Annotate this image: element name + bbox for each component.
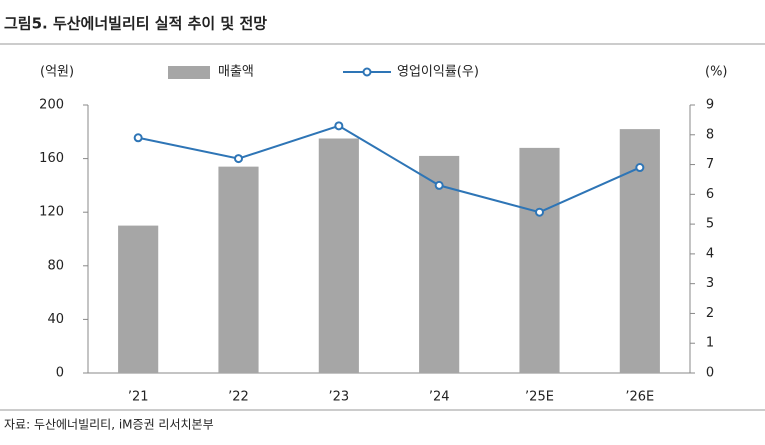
line-marker xyxy=(133,133,143,143)
y2-tick-label: 3 xyxy=(706,276,714,291)
y2-tick-label: 9 xyxy=(706,98,714,113)
y2-tick-label: 4 xyxy=(706,246,714,261)
x-tick-label: ’24 xyxy=(429,390,450,405)
y2-tick-label: 5 xyxy=(706,217,714,232)
y-tick-label: 120 xyxy=(39,205,64,220)
bar xyxy=(419,155,460,373)
line-marker xyxy=(535,207,544,217)
y2-tick-label: 2 xyxy=(706,306,714,321)
y-axis-label: (억원) xyxy=(40,65,74,80)
bar xyxy=(318,138,359,373)
x-tick-label: ’25E xyxy=(525,390,554,405)
y-tick-label: 200 xyxy=(39,98,64,113)
bar xyxy=(519,147,560,373)
line-marker xyxy=(234,154,243,164)
bar xyxy=(218,166,259,373)
y2-tick-label: 7 xyxy=(706,157,714,172)
chart-title: 그림5. 두산에너빌리티 실적 추이 및 전망 xyxy=(4,15,267,33)
line-marker xyxy=(635,163,645,173)
x-tick-label: ’23 xyxy=(328,390,349,405)
legend-marker xyxy=(362,67,372,77)
y2-tick-label: 0 xyxy=(706,366,714,381)
source: 자료: 두산에너빌리티, iM증권 리서치본부 xyxy=(4,418,214,432)
y-tick-label: 0 xyxy=(56,366,64,381)
y-tick-label: 160 xyxy=(39,151,64,166)
line-marker xyxy=(434,180,444,190)
line xyxy=(137,124,641,214)
legend-label: 영업이익률(우) xyxy=(397,65,479,80)
x-tick-label: ’26E xyxy=(625,390,654,405)
bar xyxy=(118,225,159,373)
x-tick-label: ’21 xyxy=(128,390,149,405)
legend-swatch xyxy=(168,66,210,79)
x-tick-label: ’22 xyxy=(228,390,249,405)
y-tick-label: 80 xyxy=(47,258,64,273)
y2-axis-label: (%) xyxy=(705,65,728,80)
line-marker xyxy=(334,121,344,131)
y-tick-label: 40 xyxy=(47,312,64,327)
legend-label: 매출액 xyxy=(218,65,254,80)
y2-tick-label: 8 xyxy=(706,127,714,142)
y2-tick-label: 1 xyxy=(706,336,714,351)
y2-tick-label: 6 xyxy=(706,187,714,202)
